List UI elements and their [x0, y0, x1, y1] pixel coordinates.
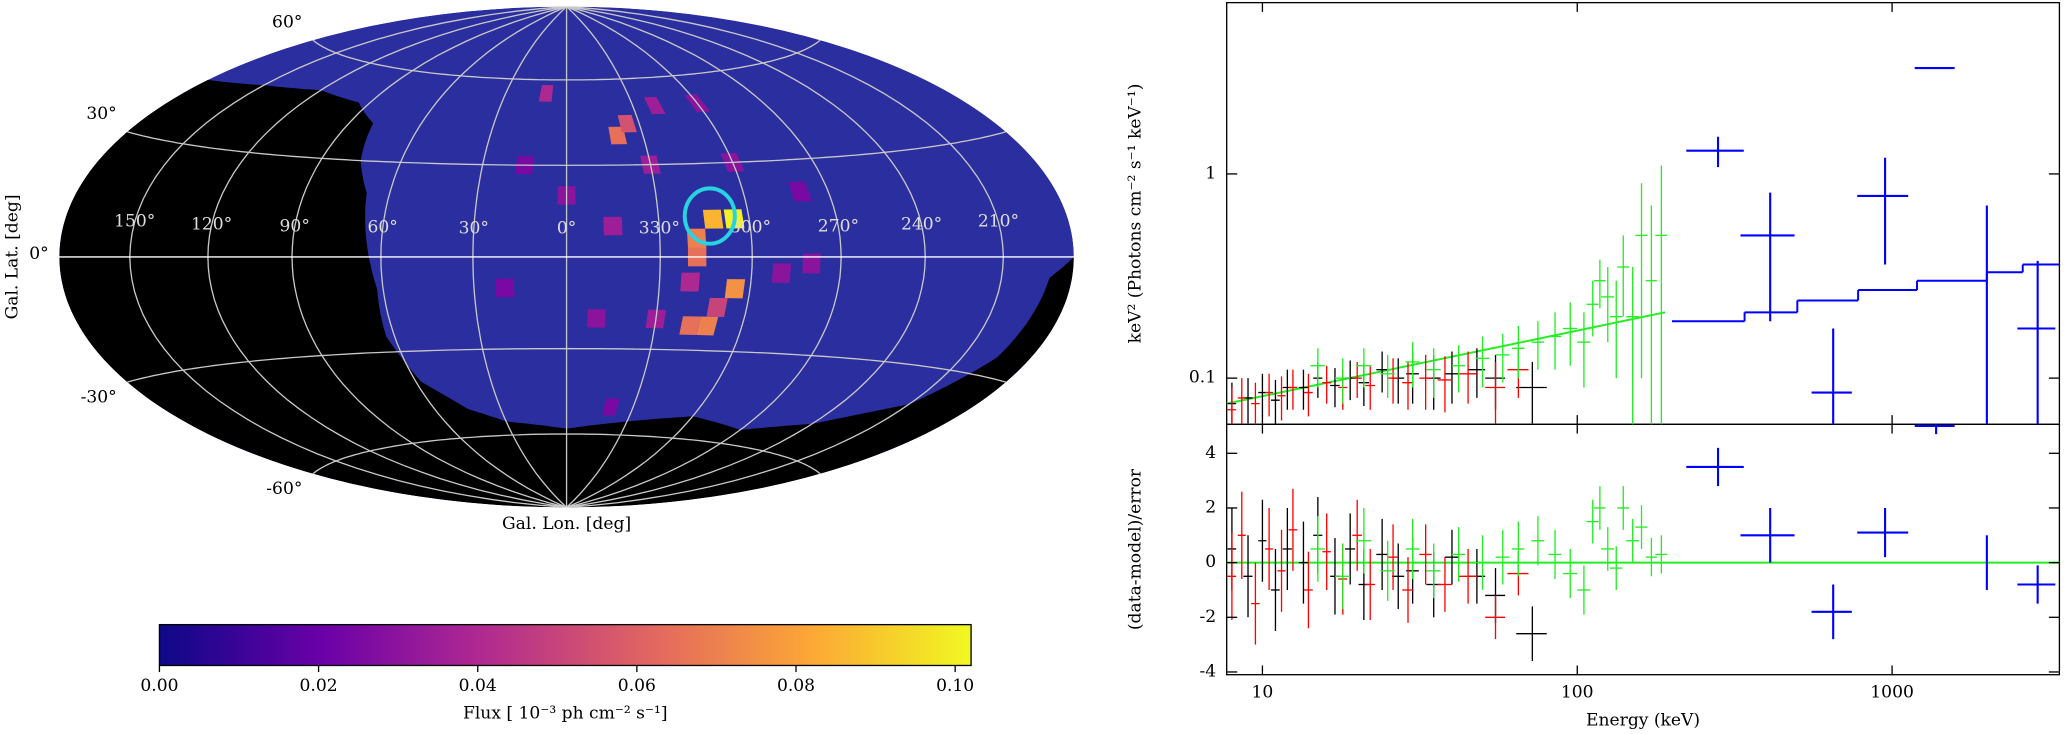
flux-cell	[603, 216, 623, 236]
flux-cell	[679, 316, 701, 336]
source-circle	[682, 186, 737, 246]
y-tick-label: 0.1	[1189, 368, 1216, 388]
lon-tick-label: 270°	[818, 216, 859, 236]
colorbar-label: Flux [ 10⁻³ ph cm⁻² s⁻¹]	[463, 704, 668, 724]
sky-overlay: 150° 120° 90° 60° 30° 0° 330° 300° 270° 240° 210° 6…	[0, 13, 1094, 724]
flux-cell	[696, 316, 719, 336]
lon-tick-label: 240°	[901, 214, 942, 234]
x-axis-label: Gal. Lon. [deg]	[502, 514, 631, 534]
flux-cell	[724, 279, 746, 299]
colorbar-tick-label: 0.08	[777, 676, 815, 696]
lon-tick-label: 90°	[280, 216, 310, 236]
lat-tick-label: -30°	[81, 387, 117, 407]
model-line	[1226, 311, 1666, 405]
flux-cell	[587, 309, 606, 328]
colorbar-tick-label: 0.04	[459, 676, 497, 696]
flux-cell	[802, 253, 821, 274]
lon-tick-label: 120°	[191, 214, 232, 234]
flux-cell	[680, 272, 700, 292]
y-tick-label: -2	[1199, 607, 1216, 627]
colorbar-tick-label: 0.00	[140, 676, 178, 696]
flux-cell	[706, 297, 728, 317]
axes: 10 100 1000 0.1 1 -4 -2 0 2 4 keV² (Photons cm⁻² s…	[1125, 2, 2060, 730]
flux-cell	[602, 398, 620, 416]
y-tick-label: 1	[1205, 163, 1216, 183]
x-axis-label: Energy (keV)	[1586, 710, 1700, 730]
lat-tick-label: 60°	[272, 13, 302, 33]
y-axis-label: keV² (Photons cm⁻² s⁻¹ keV⁻¹)	[1125, 84, 1145, 344]
y-axis-label: Gal. Lat. [deg]	[3, 195, 23, 320]
y-axis-label: (data-model)/error	[1125, 468, 1145, 630]
lon-tick-label: 0°	[557, 219, 576, 239]
y-tick-label: 4	[1205, 443, 1216, 463]
colorbar-tick-label: 0.02	[300, 676, 338, 696]
flux-cell	[788, 181, 812, 202]
flux-cell	[538, 85, 554, 102]
flux-cell	[702, 209, 724, 229]
residual-panel	[1226, 424, 2060, 662]
lat-tick-label: 0°	[29, 244, 48, 264]
y-tick-label: 0	[1205, 552, 1216, 572]
flux-cell	[617, 114, 637, 133]
colorbar-tick-label: 0.06	[618, 676, 656, 696]
lon-tick-label: 330°	[639, 218, 680, 238]
x-tick-label: 1000	[1870, 683, 1914, 703]
lon-tick-label: 30°	[459, 218, 489, 238]
x-tick-label: 10	[1252, 683, 1274, 703]
y-tick-label: -4	[1199, 661, 1216, 681]
residual-frame	[1226, 423, 2061, 676]
flux-cell	[771, 263, 792, 283]
colorbar-tick-label: 0.10	[936, 676, 974, 696]
spectrum-panel	[1226, 66, 2060, 425]
flux-cell	[495, 278, 515, 298]
colorbar	[158, 623, 972, 667]
spectrum-frame	[1226, 1, 2061, 425]
y-tick-label: 2	[1205, 497, 1216, 517]
lon-tick-label: 210°	[978, 212, 1019, 232]
lon-tick-label: 300°	[730, 218, 771, 238]
flux-cell	[643, 96, 666, 115]
lon-tick-label: 150°	[114, 212, 155, 232]
x-tick-label: 100	[1561, 683, 1594, 703]
unexposed-region	[59, 79, 1074, 508]
lat-tick-label: 30°	[86, 104, 116, 124]
lon-tick-label: 60°	[367, 218, 397, 238]
lat-tick-label: -60°	[266, 479, 302, 499]
